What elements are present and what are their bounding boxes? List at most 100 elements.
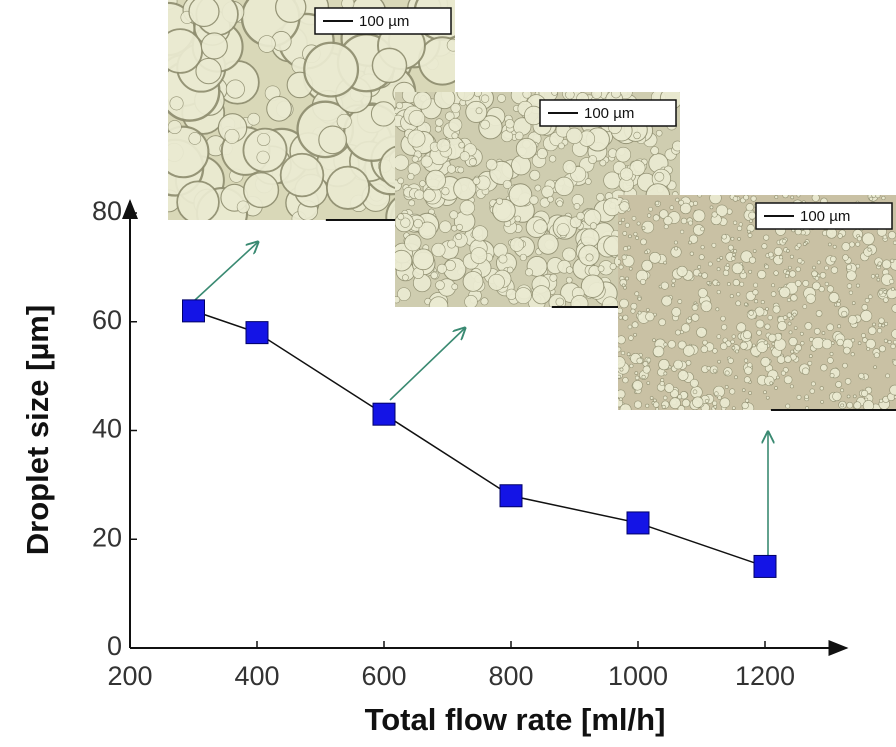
droplet [692,397,703,408]
droplet [632,322,638,328]
droplet [642,260,653,271]
droplet [620,202,630,212]
droplet [537,148,547,158]
droplet [790,385,793,388]
droplet [676,198,680,202]
droplet [488,274,504,290]
data-point [183,300,205,322]
droplet [800,332,803,335]
droplet [849,242,854,247]
droplet [749,391,752,394]
droplet [766,396,769,399]
droplet [281,154,324,197]
droplet [861,333,865,337]
droplet [619,316,623,320]
droplet [803,243,806,246]
droplet [664,343,668,347]
droplet [729,389,735,395]
droplet [409,110,425,126]
droplet [791,350,794,353]
droplet [785,356,792,363]
droplet [472,226,487,241]
droplet [304,43,358,97]
droplet [248,113,260,125]
droplet [841,404,844,407]
y-tick-label: 60 [92,305,122,335]
x-tick-label: 800 [488,661,533,691]
droplet [782,239,786,243]
droplet [672,141,682,151]
droplet [749,212,756,219]
droplet [692,305,698,311]
droplet [640,279,645,284]
droplet [646,312,655,321]
droplet [862,233,874,245]
droplet [888,340,891,343]
droplet [743,331,751,339]
droplet [577,212,585,220]
droplet [670,206,674,210]
droplet [520,254,527,261]
droplet [765,307,768,310]
droplet [371,102,395,126]
droplet [586,254,593,261]
droplet [712,212,717,217]
droplet [768,334,776,342]
droplet [812,337,824,349]
droplet [681,218,687,224]
droplet [813,266,816,269]
droplet [714,392,718,396]
droplet [656,130,662,136]
droplet [830,352,833,355]
droplet [555,177,573,195]
droplet [642,227,645,230]
droplet [857,237,861,241]
y-tick-label: 80 [92,196,122,226]
droplet [653,215,659,221]
droplet [651,147,659,155]
droplet [701,301,712,312]
droplet [865,298,869,302]
droplet [788,322,791,325]
droplet [772,284,775,287]
droplet [878,323,881,326]
droplet [649,207,653,211]
droplet [712,243,716,247]
droplet [683,345,694,356]
droplet [661,282,668,289]
droplet [419,37,466,84]
droplet [791,295,798,302]
droplet [457,83,475,101]
droplet [692,314,699,321]
droplet [827,324,834,331]
droplet [620,404,631,415]
inset-arrow [195,242,258,300]
droplet [646,309,649,312]
droplet [810,389,815,394]
droplet [867,347,870,350]
droplet [405,234,421,250]
droplet [707,281,710,284]
droplet [830,256,836,262]
droplet [515,216,521,222]
droplet [831,342,834,345]
droplet [677,266,687,276]
droplet [557,223,569,235]
droplet [672,279,676,283]
droplet [757,330,762,335]
droplet [730,294,733,297]
droplet [771,292,776,297]
droplet [849,291,853,295]
droplet [505,119,514,128]
droplet [602,297,618,313]
droplet [635,376,639,380]
droplet [852,302,855,305]
droplet [614,357,626,369]
droplet [533,220,547,234]
droplet [774,271,779,276]
droplet [847,284,852,289]
droplet [693,210,705,222]
droplet [745,399,748,402]
droplet [836,302,840,306]
y-tick-label: 0 [107,631,122,661]
